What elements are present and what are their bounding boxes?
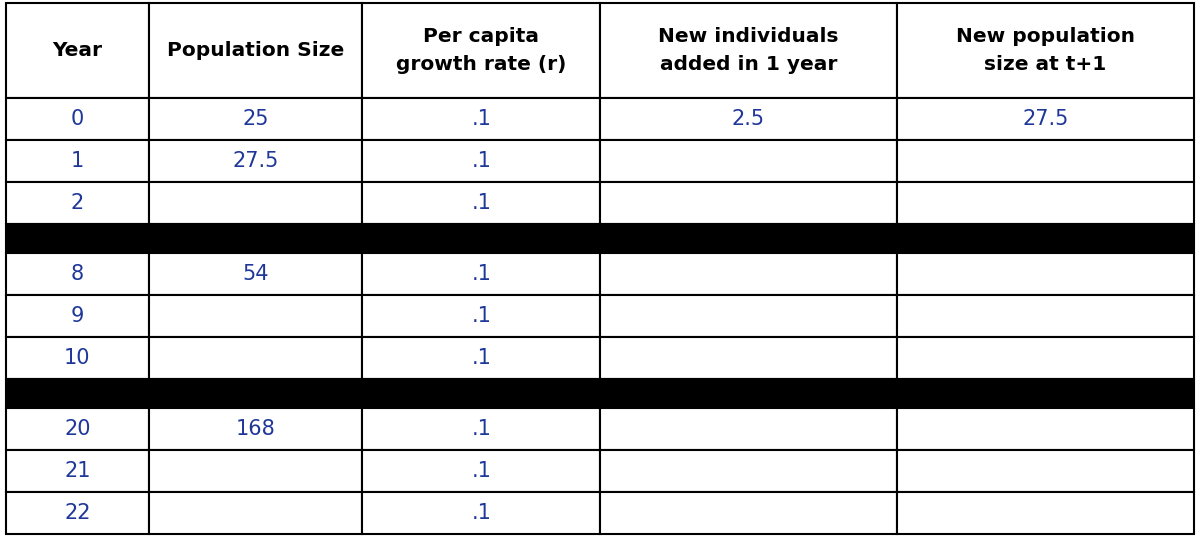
Bar (149, 140, 362, 182)
Bar (362, 224, 600, 253)
Bar (149, 451, 362, 492)
Text: 22: 22 (64, 503, 90, 524)
Bar (898, 253, 1194, 295)
Bar (600, 451, 898, 492)
Text: 27.5: 27.5 (233, 151, 278, 171)
Text: Per capita
growth rate (r): Per capita growth rate (r) (396, 27, 566, 74)
Text: 0: 0 (71, 110, 84, 129)
Bar (600, 3, 898, 98)
Bar (898, 3, 1194, 98)
Text: 1: 1 (71, 151, 84, 171)
Bar (149, 295, 362, 337)
Bar (898, 140, 1194, 182)
Bar (362, 140, 600, 182)
Text: .1: .1 (472, 419, 491, 439)
Bar (898, 379, 1194, 409)
Text: .1: .1 (472, 306, 491, 326)
Bar (362, 98, 600, 140)
Bar (600, 253, 898, 295)
Bar (6, 253, 149, 295)
Bar (600, 98, 898, 140)
Text: .1: .1 (472, 110, 491, 129)
Bar (6, 182, 149, 224)
Text: New individuals
added in 1 year: New individuals added in 1 year (659, 27, 839, 74)
Text: .1: .1 (472, 503, 491, 524)
Bar (6, 224, 149, 253)
Text: 20: 20 (64, 419, 90, 439)
Bar (898, 409, 1194, 451)
Text: 25: 25 (242, 110, 269, 129)
Bar (362, 337, 600, 379)
Bar (362, 379, 600, 409)
Bar (362, 3, 600, 98)
Bar (6, 337, 149, 379)
Bar (6, 409, 149, 451)
Text: 2.5: 2.5 (732, 110, 766, 129)
Text: 27.5: 27.5 (1022, 110, 1069, 129)
Bar (149, 224, 362, 253)
Bar (898, 295, 1194, 337)
Text: .1: .1 (472, 193, 491, 213)
Text: Year: Year (53, 41, 102, 60)
Bar (898, 224, 1194, 253)
Text: .1: .1 (472, 461, 491, 481)
Text: 54: 54 (242, 264, 269, 285)
Text: 2: 2 (71, 193, 84, 213)
Bar (362, 182, 600, 224)
Bar (898, 492, 1194, 534)
Text: 21: 21 (64, 461, 90, 481)
Bar (6, 3, 149, 98)
Bar (6, 295, 149, 337)
Bar (600, 337, 898, 379)
Text: 168: 168 (235, 419, 275, 439)
Bar (149, 337, 362, 379)
Bar (898, 182, 1194, 224)
Bar (600, 140, 898, 182)
Bar (6, 140, 149, 182)
Bar (600, 409, 898, 451)
Text: 9: 9 (71, 306, 84, 326)
Text: .1: .1 (472, 151, 491, 171)
Bar (6, 492, 149, 534)
Bar (149, 3, 362, 98)
Text: .1: .1 (472, 349, 491, 368)
Bar (362, 253, 600, 295)
Bar (149, 98, 362, 140)
Bar (6, 451, 149, 492)
Bar (362, 409, 600, 451)
Bar (600, 182, 898, 224)
Bar (898, 98, 1194, 140)
Bar (149, 253, 362, 295)
Bar (362, 492, 600, 534)
Bar (149, 379, 362, 409)
Bar (6, 379, 149, 409)
Bar (149, 409, 362, 451)
Text: .1: .1 (472, 264, 491, 285)
Bar (362, 295, 600, 337)
Bar (362, 451, 600, 492)
Bar (600, 295, 898, 337)
Bar (6, 98, 149, 140)
Bar (149, 492, 362, 534)
Bar (149, 182, 362, 224)
Text: New population
size at t+1: New population size at t+1 (956, 27, 1135, 74)
Bar (898, 451, 1194, 492)
Text: Population Size: Population Size (167, 41, 344, 60)
Bar (600, 492, 898, 534)
Bar (898, 337, 1194, 379)
Bar (600, 379, 898, 409)
Bar (600, 224, 898, 253)
Text: 8: 8 (71, 264, 84, 285)
Text: 10: 10 (64, 349, 90, 368)
